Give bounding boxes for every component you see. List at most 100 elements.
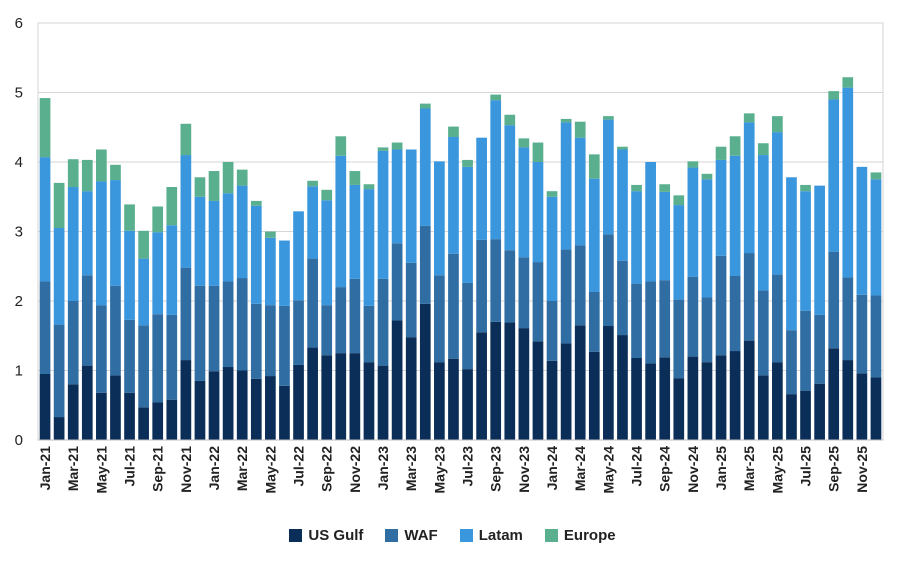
- bar-segment-latam: Feb-21 Latam: 1.39: [53, 228, 65, 325]
- bar-segment-europe: Dec-25 Europe: 0.1: [870, 172, 882, 180]
- bar-segment-latam: Jan-22 Latam: 1.22: [208, 200, 220, 286]
- bar-segment-latam: Jun-21 Latam: 1.52: [110, 180, 121, 286]
- bar-segment-europe: Jul-23 Europe: 0.1: [462, 159, 473, 167]
- bar-segment-latam: Jan-24 Latam: 1.5: [546, 196, 558, 301]
- bar-segment-europe: Dec-22 Europe: 0.07: [363, 184, 375, 190]
- bar-segment-waf: May-22 WAF: 1.02: [265, 305, 276, 377]
- bar-segment-latam: Jul-21 Latam: 1.28: [124, 230, 135, 320]
- bar-segment-europe: Aug-22 Europe: 0.08: [307, 180, 318, 187]
- bar-segment-europe: Jan-23 Europe: 0.05: [377, 147, 389, 151]
- bar-segment-latam: Oct-21 Latam: 1.29: [166, 225, 178, 315]
- bar-segment-latam: Apr-22 Latam: 1.41: [250, 205, 262, 304]
- y-tick-label: 1: [15, 363, 23, 380]
- bar-segment-us-gulf: May-23 US Gulf: 1.12: [434, 362, 445, 440]
- x-tick-label: Sep-22: [319, 446, 335, 492]
- x-tick-label: May-21: [93, 446, 109, 494]
- legend-label-latam: Latam: [478, 527, 523, 544]
- x-tick-label: Nov-25: [854, 446, 870, 493]
- stacked-bar-chart: 0 1 2 3 4 5 6 Jan-21 US Gulf: 0.95Jan-21 WAF: 1…: [15, 15, 884, 494]
- bar-segment-latam: Jan-25 Latam: 1.38: [715, 159, 727, 256]
- bar-segment-us-gulf: May-25 US Gulf: 1.12: [772, 362, 783, 440]
- bar-segment-us-gulf: Nov-23 US Gulf: 1.61: [518, 328, 530, 440]
- bar-segment-europe: Feb-25 Europe: 0.28: [729, 136, 741, 156]
- bar-segment-us-gulf: Feb-25 US Gulf: 1.28: [729, 351, 741, 440]
- bar-segment-waf: Feb-25 WAF: 1.08: [729, 275, 741, 352]
- bar-segment-waf: Jan-21 WAF: 1.33: [39, 281, 51, 374]
- bar-segment-waf: Aug-22 WAF: 1.28: [307, 258, 318, 348]
- bar-segment-latam: Feb-23 Latam: 1.35: [391, 149, 403, 244]
- bar-segment-waf: Sep-25 WAF: 1.39: [828, 251, 840, 349]
- bar-segment-us-gulf: Jun-21 US Gulf: 0.93: [110, 375, 121, 440]
- x-tick-label: Jan-25: [713, 446, 729, 491]
- x-tick-label: Mar-23: [403, 446, 419, 491]
- x-tick-label: Jul-25: [798, 446, 814, 487]
- bar-segment-waf: Apr-21 WAF: 1.3: [81, 275, 93, 366]
- bar-segment-us-gulf: Apr-24 US Gulf: 1.27: [588, 351, 600, 440]
- bar-segment-us-gulf: Jul-21 US Gulf: 0.68: [124, 392, 135, 440]
- legend: US Gulf WAF Latam Europe: [0, 527, 905, 544]
- bar-segment-waf: Feb-23 WAF: 1.11: [391, 243, 403, 321]
- bar-segment-europe: Jul-21 Europe: 0.38: [124, 204, 135, 231]
- bar-segment-us-gulf: Apr-22 US Gulf: 0.88: [250, 378, 262, 440]
- bar-segment-latam: Jan-21 Latam: 1.79: [39, 157, 51, 282]
- bar-segment-latam: Oct-24 Latam: 1.36: [673, 205, 685, 300]
- bar-segment-latam: Jul-24 Latam: 1.33: [631, 191, 642, 284]
- bar-segment-us-gulf: Sep-21 US Gulf: 0.54: [152, 402, 164, 440]
- bar-segment-latam: Dec-21 Latam: 1.28: [194, 196, 206, 286]
- bar-segment-us-gulf: Nov-25 US Gulf: 0.96: [856, 373, 868, 440]
- bar-segment-europe: Sep-21 Europe: 0.37: [152, 206, 164, 233]
- bar-segment-europe: Jan-21 Europe: 0.85: [39, 98, 51, 158]
- legend-swatch-us-gulf: [289, 529, 303, 542]
- x-tick-label: Nov-21: [178, 446, 194, 493]
- bar-segment-europe: Jan-24 Europe: 0.08: [546, 191, 558, 197]
- x-tick-label: Nov-23: [516, 446, 532, 493]
- bar-segment-latam: Dec-24 Latam: 1.7: [701, 179, 713, 298]
- bar-segment-europe: Jun-21 Europe: 0.22: [110, 164, 121, 181]
- bar-segment-waf: May-25 WAF: 1.26: [772, 274, 783, 363]
- x-tick-label: Jan-23: [375, 446, 391, 491]
- bar-segment-waf: Jun-25 WAF: 0.92: [786, 330, 797, 395]
- bar-segment-latam: Apr-25 Latam: 1.95: [757, 155, 769, 291]
- bar-segment-europe: Mar-22 Europe: 0.23: [236, 169, 248, 186]
- bar-segment-us-gulf: Nov-24 US Gulf: 1.2: [687, 356, 699, 440]
- y-tick-label: 6: [15, 15, 23, 32]
- bar-segment-waf: Dec-24 WAF: 0.93: [701, 297, 713, 363]
- bar-segment-us-gulf: Aug-25 US Gulf: 0.81: [814, 383, 825, 440]
- bar-segment-waf: Jun-21 WAF: 1.29: [110, 285, 121, 376]
- bar-segment-waf: Oct-23 WAF: 1.04: [504, 250, 516, 323]
- bar-segment-latam: Sep-21 Latam: 1.18: [152, 232, 164, 315]
- bar-segment-latam: Aug-23 Latam: 1.47: [476, 137, 487, 240]
- bar-segment-latam: Aug-25 Latam: 1.86: [814, 185, 825, 315]
- bar-segment-waf: Feb-22 WAF: 1.23: [222, 281, 234, 368]
- bar-segment-waf: Jul-25 WAF: 1.15: [800, 310, 811, 391]
- x-tick-label: Jul-23: [460, 446, 476, 487]
- bar-segment-us-gulf: Apr-23 US Gulf: 1.96: [419, 303, 431, 440]
- x-tick-label: Sep-23: [488, 446, 504, 492]
- bar-segment-latam: Jun-23 Latam: 1.68: [448, 136, 459, 254]
- bar-segment-us-gulf: Nov-22 US Gulf: 1.25: [349, 353, 361, 441]
- bar-segment-us-gulf: Aug-23 US Gulf: 1.55: [476, 332, 487, 440]
- bar-segment-latam: Aug-24 Latam: 1.72: [645, 162, 656, 282]
- bar-segment-us-gulf: May-24 US Gulf: 1.64: [603, 326, 614, 440]
- bar-segment-europe: Sep-25 Europe: 0.12: [828, 91, 840, 100]
- bar-segment-latam: Feb-25 Latam: 1.73: [729, 155, 741, 276]
- x-tick-label: May-23: [431, 446, 447, 494]
- x-tick-label: Sep-21: [150, 446, 166, 492]
- x-tick-label: Nov-24: [685, 446, 701, 493]
- bar-segment-waf: Nov-25 WAF: 1.13: [856, 294, 868, 374]
- bar-segment-us-gulf: Jan-23 US Gulf: 1.07: [377, 365, 389, 440]
- bar-segment-latam: Nov-24 Latam: 1.57: [687, 167, 699, 277]
- bar-segment-us-gulf: Jan-22 US Gulf: 0.99: [208, 371, 220, 440]
- bar-segment-us-gulf: Aug-22 US Gulf: 1.33: [307, 347, 318, 440]
- bar-segment-us-gulf: May-22 US Gulf: 0.92: [265, 376, 276, 440]
- bar-segment-latam: Oct-22 Latam: 1.89: [335, 155, 347, 288]
- bar-segment-latam: Apr-24 Latam: 1.63: [588, 178, 600, 292]
- bar-segment-us-gulf: Jul-24 US Gulf: 1.18: [631, 357, 642, 440]
- bar-segment-latam: Apr-21 Latam: 1.21: [81, 191, 93, 276]
- bar-segment-latam: Mar-25 Latam: 1.88: [743, 122, 755, 254]
- bar-segment-us-gulf: Sep-22 US Gulf: 1.22: [321, 355, 333, 440]
- bar-segment-latam: May-25 Latam: 2.05: [772, 132, 783, 275]
- bar-segment-waf: Jan-24 WAF: 0.86: [546, 301, 558, 361]
- bar-segment-europe: Apr-21 Europe: 0.45: [81, 159, 93, 192]
- bar-segment-latam: Oct-25 Latam: 2.73: [842, 87, 854, 278]
